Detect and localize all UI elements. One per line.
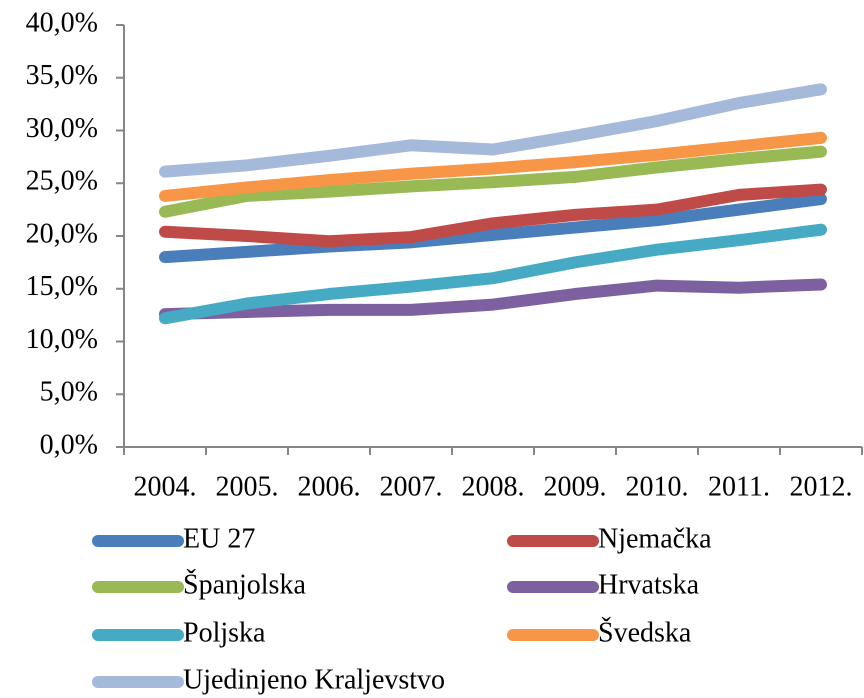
y-tick-label: 40,0%	[26, 7, 98, 38]
x-tick-label: 2012.	[790, 471, 853, 502]
x-tick-label: 2010.	[626, 471, 689, 502]
y-tick-label: 10,0%	[26, 324, 98, 355]
series-line	[159, 193, 827, 264]
y-tick-label: 30,0%	[26, 113, 98, 144]
series-line	[159, 131, 827, 202]
x-tick-label: 2007.	[380, 471, 443, 502]
legend-label: EU 27	[183, 523, 255, 554]
x-tick-label: 2011.	[708, 471, 770, 502]
y-tick-label: 15,0%	[26, 271, 98, 302]
y-tick-label: 25,0%	[26, 166, 98, 197]
series-line	[159, 145, 827, 218]
legend-label: Hrvatska	[598, 569, 700, 600]
x-tick-label: 2008.	[462, 471, 525, 502]
series-line	[159, 183, 827, 248]
legend-label: Njemačka	[598, 523, 712, 554]
series-line	[159, 223, 827, 325]
y-tick-label: 5,0%	[40, 377, 98, 408]
series-line	[159, 83, 827, 178]
legend-label: Ujedinjeno Kraljevstvo	[183, 664, 445, 695]
y-tick-label: 0,0%	[40, 429, 98, 460]
x-tick-label: 2004.	[134, 471, 197, 502]
x-tick-label: 2009.	[544, 471, 607, 502]
legend-label: Švedska	[598, 617, 692, 648]
y-tick-label: 35,0%	[26, 60, 98, 91]
legend-label: Španjolska	[183, 569, 306, 600]
x-tick-label: 2006.	[298, 471, 361, 502]
y-tick-label: 20,0%	[26, 218, 98, 249]
series-line	[159, 278, 827, 321]
x-tick-label: 2005.	[216, 471, 279, 502]
legend-label: Poljska	[183, 617, 266, 648]
